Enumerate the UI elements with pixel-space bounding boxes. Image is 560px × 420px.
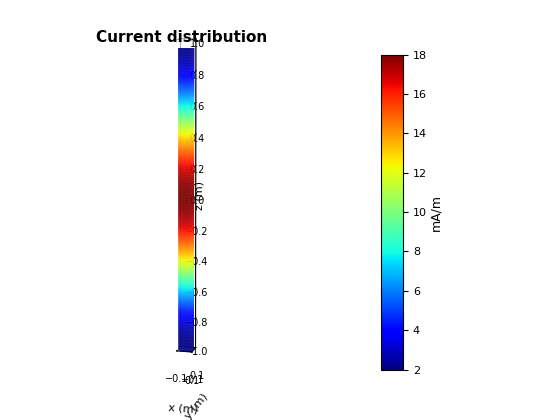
Y-axis label: mA/m: mA/m xyxy=(430,194,443,231)
Y-axis label: y (m): y (m) xyxy=(183,392,210,420)
Title: Current distribution: Current distribution xyxy=(96,30,268,45)
X-axis label: x (m): x (m) xyxy=(169,403,199,415)
